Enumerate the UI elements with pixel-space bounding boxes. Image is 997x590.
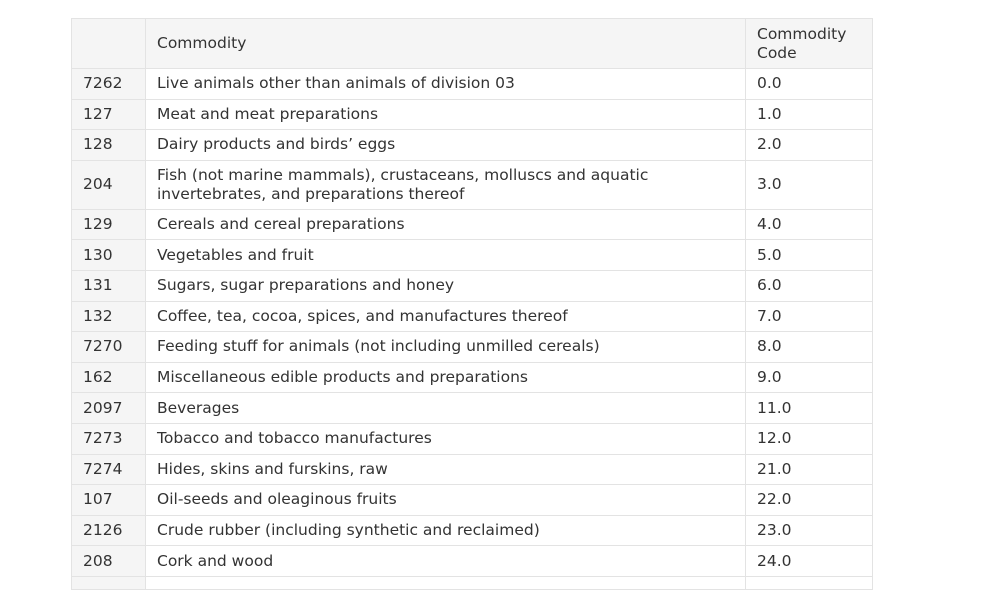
commodity-cell: Oil-seeds and oleaginous fruits — [145, 484, 746, 516]
commodity-cell: Dairy products and birds’ eggs — [145, 129, 746, 161]
table-row: 129 Cereals and cereal preparations 4.0 — [71, 208, 873, 241]
commodity-table: Commodity Commodity Code 7262 Live anima… — [71, 18, 873, 590]
row-index: 127 — [71, 98, 146, 131]
row-index: 7270 — [71, 331, 146, 363]
commodity-header: Commodity — [145, 18, 746, 69]
table-row: 2097 Beverages 11.0 — [71, 392, 873, 424]
code-cell: 4.0 — [745, 208, 873, 241]
commodity-cell: Feeding stuff for animals (not including… — [145, 331, 746, 363]
commodity-cell: Hides, skins and furskins, raw — [145, 453, 746, 486]
table-row: 7262 Live animals other than animals of … — [71, 68, 873, 100]
code-cell: 23.0 — [745, 514, 873, 547]
commodity-cell: Meat and meat preparations — [145, 98, 746, 131]
code-cell: 24.0 — [745, 545, 873, 577]
row-index: 131 — [71, 269, 146, 302]
row-index: 208 — [71, 545, 146, 577]
commodity-code-header: Commodity Code — [745, 18, 873, 69]
commodity-cell: Fish (not marine mammals), crustaceans, … — [145, 159, 746, 210]
row-index: 132 — [71, 300, 146, 333]
table-row: 7270 Feeding stuff for animals (not incl… — [71, 331, 873, 363]
code-cell: 22.0 — [745, 484, 873, 516]
table-row: 130 Vegetables and fruit 5.0 — [71, 239, 873, 271]
table-row: 208 Cork and wood 24.0 — [71, 545, 873, 577]
table-row: 204 Fish (not marine mammals), crustacea… — [71, 159, 873, 210]
row-index — [71, 575, 146, 590]
row-index: 7273 — [71, 422, 146, 455]
row-index: 2126 — [71, 514, 146, 547]
table-row: 127 Meat and meat preparations 1.0 — [71, 98, 873, 131]
commodity-cell: Beverages — [145, 392, 746, 424]
row-index: 162 — [71, 361, 146, 394]
row-index: 2097 — [71, 392, 146, 424]
table-row: 128 Dairy products and birds’ eggs 2.0 — [71, 129, 873, 161]
table-row-partial — [71, 575, 873, 590]
row-index: 130 — [71, 239, 146, 271]
table-row: 7274 Hides, skins and furskins, raw 21.0 — [71, 453, 873, 486]
commodity-cell: Live animals other than animals of divis… — [145, 68, 746, 100]
commodity-cell: Cereals and cereal preparations — [145, 208, 746, 241]
code-cell: 3.0 — [745, 159, 873, 210]
table-row: 162 Miscellaneous edible products and pr… — [71, 361, 873, 394]
code-cell: 12.0 — [745, 422, 873, 455]
code-cell: 0.0 — [745, 68, 873, 100]
row-index: 7262 — [71, 68, 146, 100]
commodity-cell — [145, 575, 746, 590]
code-cell: 6.0 — [745, 269, 873, 302]
code-cell — [745, 575, 873, 590]
row-index: 129 — [71, 208, 146, 241]
commodity-cell: Crude rubber (including synthetic and re… — [145, 514, 746, 547]
row-index: 7274 — [71, 453, 146, 486]
code-cell: 21.0 — [745, 453, 873, 486]
code-cell: 2.0 — [745, 129, 873, 161]
code-cell: 11.0 — [745, 392, 873, 424]
table-row: 107 Oil-seeds and oleaginous fruits 22.0 — [71, 484, 873, 516]
commodity-cell: Miscellaneous edible products and prepar… — [145, 361, 746, 394]
table-row: 7273 Tobacco and tobacco manufactures 12… — [71, 422, 873, 455]
code-cell: 8.0 — [745, 331, 873, 363]
row-index: 128 — [71, 129, 146, 161]
code-cell: 7.0 — [745, 300, 873, 333]
row-index: 204 — [71, 159, 146, 210]
code-cell: 5.0 — [745, 239, 873, 271]
header-row: Commodity Commodity Code — [71, 18, 873, 69]
commodity-cell: Tobacco and tobacco manufactures — [145, 422, 746, 455]
table-row: 132 Coffee, tea, cocoa, spices, and manu… — [71, 300, 873, 333]
index-header — [71, 18, 146, 69]
commodity-cell: Vegetables and fruit — [145, 239, 746, 271]
commodity-cell: Cork and wood — [145, 545, 746, 577]
row-index: 107 — [71, 484, 146, 516]
table-row: 2126 Crude rubber (including synthetic a… — [71, 514, 873, 547]
commodity-cell: Coffee, tea, cocoa, spices, and manufact… — [145, 300, 746, 333]
data-table-container: Commodity Commodity Code 7262 Live anima… — [71, 18, 873, 590]
commodity-cell: Sugars, sugar preparations and honey — [145, 269, 746, 302]
code-cell: 1.0 — [745, 98, 873, 131]
code-cell: 9.0 — [745, 361, 873, 394]
table-row: 131 Sugars, sugar preparations and honey… — [71, 269, 873, 302]
